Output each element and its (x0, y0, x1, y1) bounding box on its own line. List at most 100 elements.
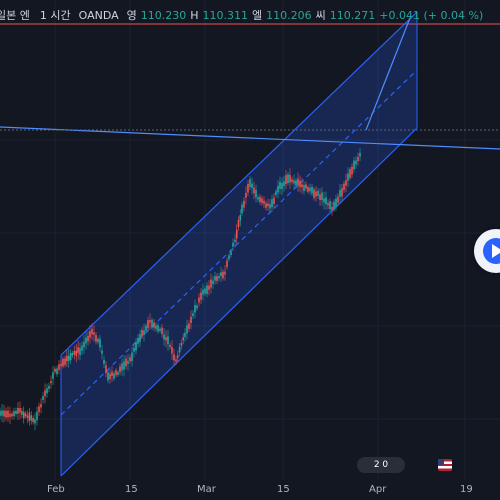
candle-body (60, 363, 62, 367)
candle-body (131, 352, 133, 361)
candle-body (77, 347, 79, 353)
candle-body (222, 271, 224, 279)
change-value: +0.041 (+ 0.04 %) (379, 8, 484, 22)
candle-body (17, 407, 19, 414)
candle-body (99, 338, 101, 348)
exchange: OANDA (78, 8, 119, 22)
candle-body (275, 191, 277, 195)
candle-body (190, 316, 192, 323)
candle-body (249, 179, 251, 187)
candle-body (198, 297, 200, 303)
candle-body (192, 313, 194, 317)
candle-body (202, 289, 204, 295)
time-label-apr: Apr (369, 484, 387, 495)
candle-body (343, 183, 345, 190)
candle-body (351, 166, 353, 175)
candle-body (105, 365, 107, 374)
candle-body (239, 215, 242, 221)
candle-body (135, 341, 137, 351)
candle-body (253, 187, 255, 194)
events-badge[interactable]: 2 0 (357, 457, 405, 473)
candle-body (58, 364, 60, 370)
time-label-15b: 15 (277, 484, 290, 495)
open-label: 영 (126, 9, 137, 22)
candle-body (167, 336, 169, 345)
candle-body (291, 179, 293, 182)
candle-body (178, 346, 181, 353)
candle-body (157, 325, 159, 332)
candle-body (85, 337, 87, 344)
candle-body (115, 370, 117, 376)
candle-body (32, 418, 34, 422)
low-value: 110.206 (266, 8, 312, 22)
candle-body (89, 331, 91, 338)
candle-body (355, 160, 357, 165)
candle-body (141, 330, 143, 337)
replay-button[interactable] (474, 229, 500, 273)
candle-body (111, 371, 113, 376)
candle-body (319, 194, 321, 200)
candle-body (279, 181, 281, 189)
symbol-name[interactable]: 일본 엔 (0, 9, 30, 22)
candle-body (234, 239, 236, 242)
candle-body (11, 413, 13, 417)
candle-body (257, 197, 259, 200)
candle-body (21, 411, 23, 415)
candle-body (163, 334, 165, 340)
candle-body (287, 174, 289, 184)
candle-body (44, 390, 46, 397)
candle-body (283, 181, 285, 187)
candle-body (7, 410, 9, 418)
candle-body (299, 180, 301, 188)
candle-body (46, 388, 48, 394)
candle-body (155, 325, 157, 329)
candle-body (269, 204, 271, 209)
candle-body (73, 350, 76, 355)
candle-body (125, 358, 127, 367)
play-icon (483, 238, 500, 264)
candle-body (297, 178, 299, 186)
candle-body (175, 359, 177, 362)
time-label-feb: Feb (47, 484, 65, 495)
candle-body (101, 350, 103, 354)
candle-body (165, 337, 167, 341)
candle-body (129, 357, 131, 362)
candle-body (259, 196, 261, 203)
candle-body (323, 198, 325, 203)
candle-body (293, 180, 295, 184)
candle-body (66, 355, 68, 362)
candle-body (311, 186, 313, 194)
time-label-19: 19 (460, 484, 473, 495)
us-flag-icon[interactable] (438, 459, 452, 471)
candle-body (216, 276, 218, 281)
candle-body (71, 353, 74, 356)
candle-body (204, 288, 206, 294)
candle-body (263, 200, 265, 204)
candle-body (243, 200, 245, 208)
candle-body (267, 203, 269, 207)
candle-body (196, 305, 198, 309)
candles (0, 148, 361, 431)
candle-body (15, 410, 17, 414)
candle-body (218, 276, 220, 279)
candle-body (341, 188, 343, 197)
candle-body (177, 355, 179, 358)
timeframe[interactable]: 1 시간 (39, 9, 71, 22)
candle-body (50, 380, 52, 384)
candle-body (5, 410, 7, 418)
candle-body (117, 371, 119, 375)
candle-body (119, 366, 121, 373)
candle-body (232, 242, 234, 247)
candle-body (48, 385, 50, 389)
candle-body (87, 336, 89, 342)
close-value: 110.271 (329, 8, 376, 22)
candle-body (271, 199, 273, 208)
candle-body (329, 201, 331, 210)
candle-body (186, 325, 188, 334)
candle-body (212, 280, 214, 284)
candle-body (103, 359, 105, 364)
open-value: 110.230 (140, 8, 187, 22)
projection-line (365, 17, 411, 131)
candle-body (339, 189, 341, 197)
